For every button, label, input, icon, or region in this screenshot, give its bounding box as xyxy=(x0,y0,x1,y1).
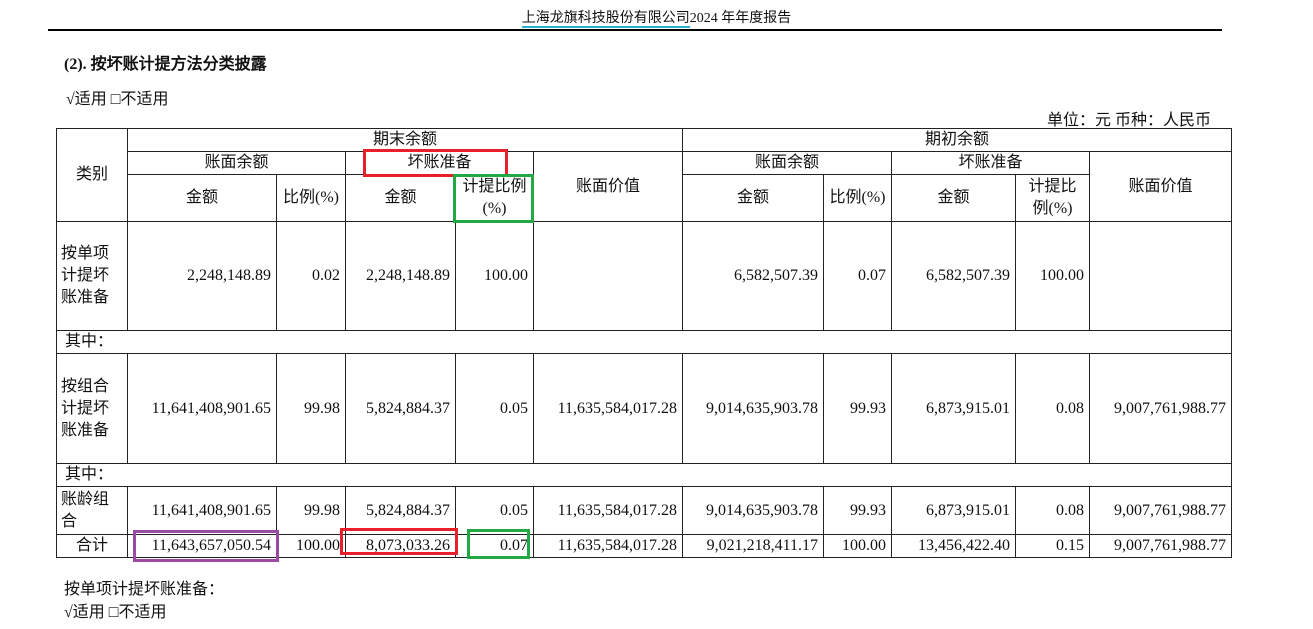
table-cell: 0.08 xyxy=(1015,353,1090,464)
table-cell: 0.02 xyxy=(276,221,346,331)
table-cell: 0.05 xyxy=(455,486,534,535)
highlight-box-provision-ratio-header xyxy=(453,174,534,223)
table-cell xyxy=(533,221,683,331)
table-cell: 11,643,657,050.54 xyxy=(127,534,277,558)
table-cell: 6,582,507.39 xyxy=(891,221,1016,331)
bad-debt-table: 类别 期末余额 期初余额 账面余额 坏账准备 账面价值 账面余额 坏账准备 账面… xyxy=(56,128,1232,558)
header-provision-ratio: 计提比例(%) xyxy=(1015,174,1090,222)
table-cell: 100.00 xyxy=(276,534,346,558)
row-label: 其中： xyxy=(56,330,1232,354)
table-row: 按组合计提坏账准备 11,641,408,901.65 99.98 5,824,884… xyxy=(56,353,1232,464)
table-cell: 100.00 xyxy=(1015,221,1090,331)
table-cell: 9,007,761,988.77 xyxy=(1089,353,1232,464)
footer-label: 按单项计提坏账准备： xyxy=(64,581,225,598)
table-cell: 6,873,915.01 xyxy=(891,486,1016,535)
table-cell: 11,641,408,901.65 xyxy=(127,486,277,535)
footer-applicability: √适用 □不适用 xyxy=(64,604,167,621)
header-end-balance: 期末余额 xyxy=(127,128,683,152)
table-cell: 9,007,761,988.77 xyxy=(1089,486,1232,535)
table-cell: 2,248,148.89 xyxy=(345,221,456,331)
table-cell: 99.93 xyxy=(823,353,892,464)
table-cell: 0.07 xyxy=(823,221,892,331)
header-amount: 金额 xyxy=(127,174,277,222)
table-cell: 11,635,584,017.28 xyxy=(533,534,683,558)
table-cell: 11,641,408,901.65 xyxy=(127,353,277,464)
table-cell: 6,873,915.01 xyxy=(891,353,1016,464)
header-book-value: 账面价值 xyxy=(533,151,683,222)
table-cell: 5,824,884.37 xyxy=(345,353,456,464)
table-cell: 9,014,635,903.78 xyxy=(682,353,824,464)
unit-label: 单位：元 币种：人民币 xyxy=(1046,112,1211,129)
highlight-box-total-provision-ratio xyxy=(467,529,530,559)
table-cell: 99.98 xyxy=(276,486,346,535)
table-row: 账龄组合 11,641,408,901.65 99.98 5,824,884.37 0.… xyxy=(56,486,1232,535)
header-book-balance: 账面余额 xyxy=(682,151,892,175)
header-begin-balance: 期初余额 xyxy=(682,128,1232,152)
header-amount: 金额 xyxy=(682,174,824,222)
header-amount: 金额 xyxy=(345,174,456,222)
table-cell: 99.93 xyxy=(823,486,892,535)
row-label: 账龄组合 xyxy=(56,486,128,535)
header-category: 类别 xyxy=(56,128,128,222)
table-cell: 0.05 xyxy=(455,353,534,464)
table-cell: 100.00 xyxy=(455,221,534,331)
table-cell: 5,824,884.37 xyxy=(345,486,456,535)
section-title: (2). 按坏账计提方法分类披露 xyxy=(64,56,267,73)
table-cell: 9,007,761,988.77 xyxy=(1089,534,1232,558)
table-cell: 100.00 xyxy=(823,534,892,558)
applicability: √适用 □不适用 xyxy=(66,91,169,108)
table-cell: 11,635,584,017.28 xyxy=(533,353,683,464)
row-label: 其中： xyxy=(56,463,1232,487)
table-cell: 0.08 xyxy=(1015,486,1090,535)
header-rule xyxy=(48,29,1222,31)
table-cell: 9,014,635,903.78 xyxy=(682,486,824,535)
table-cell: 13,456,422.40 xyxy=(891,534,1016,558)
report-name: 2024 年年度报告 xyxy=(689,11,792,26)
header-book-balance: 账面余额 xyxy=(127,151,346,175)
header-ratio: 比例(%) xyxy=(823,174,892,222)
header-ratio: 比例(%) xyxy=(276,174,346,222)
table-cell: 9,021,218,411.17 xyxy=(682,534,824,558)
table-row: 其中： xyxy=(56,330,1232,354)
page-header: 上海龙旗科技股份有限公司2024 年年度报告 xyxy=(0,7,1313,28)
table-cell: 6,582,507.39 xyxy=(682,221,824,331)
table-row: 按单项计提坏账准备 2,248,148.89 0.02 2,248,148.89 100… xyxy=(56,221,1232,331)
row-label: 按组合计提坏账准备 xyxy=(56,353,128,464)
row-label: 合计 xyxy=(56,534,128,558)
table-row: 其中： xyxy=(56,463,1232,487)
company-name: 上海龙旗科技股份有限公司 xyxy=(521,11,690,28)
highlight-box-bad-debt-header xyxy=(363,149,508,177)
highlight-box-total-balance xyxy=(133,530,279,562)
highlight-box-total-bad-debt xyxy=(340,528,458,555)
table-cell xyxy=(1089,221,1232,331)
table-cell: 2,248,148.89 xyxy=(127,221,277,331)
header-amount: 金额 xyxy=(891,174,1016,222)
table-cell: 99.98 xyxy=(276,353,346,464)
header-bad-debt: 坏账准备 xyxy=(891,151,1090,175)
header-bad-debt: 坏账准备 xyxy=(345,151,534,175)
table-cell: 0.15 xyxy=(1015,534,1090,558)
header-book-value: 账面价值 xyxy=(1089,151,1232,222)
table-cell: 11,635,584,017.28 xyxy=(533,486,683,535)
row-label: 按单项计提坏账准备 xyxy=(56,221,128,331)
